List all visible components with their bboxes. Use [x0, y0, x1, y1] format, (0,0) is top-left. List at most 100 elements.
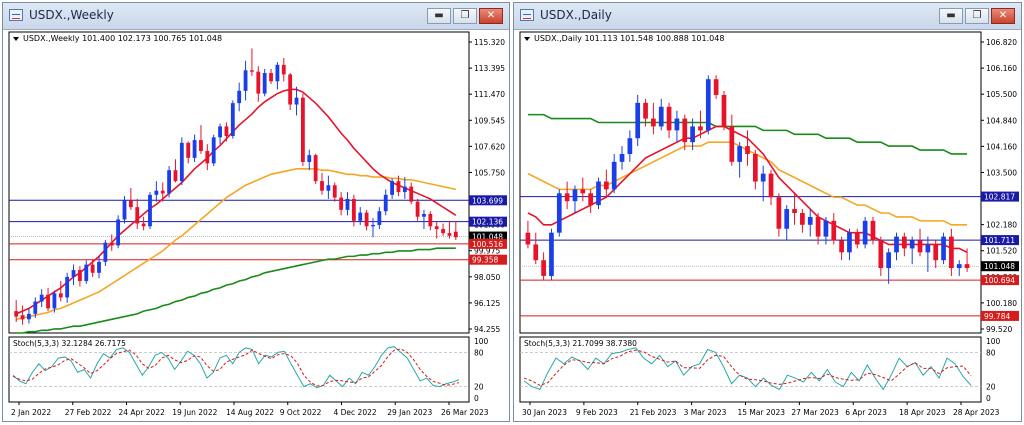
level-tag-label: 100.516 [472, 240, 503, 249]
date-tick-label: 27 Mar 2023 [791, 408, 839, 417]
candle-body [128, 200, 133, 208]
date-tick-label: 14 Aug 2022 [226, 408, 274, 417]
candle-body [580, 189, 586, 194]
stoch-main-line [12, 346, 460, 389]
level-tag-label: 99.358 [472, 256, 498, 265]
chart-window-icon [9, 9, 23, 21]
level-tag-label: 99.784 [984, 312, 1010, 321]
candle-body [199, 140, 203, 152]
candle-body [33, 301, 38, 314]
candle-body [116, 219, 121, 246]
stoch-signal-line [523, 349, 972, 387]
candle-body [224, 126, 229, 136]
close-button[interactable]: ✕ [479, 8, 503, 24]
candle-body [854, 232, 860, 245]
candle-body [596, 181, 601, 206]
level-tag-label: 103.699 [472, 196, 503, 205]
candle-body [651, 118, 656, 127]
stoch-pane [8, 336, 470, 403]
candle-body [154, 190, 159, 195]
candle-body [886, 252, 892, 269]
current-price-tag [981, 261, 1019, 272]
stoch-tick-label: 20 [474, 383, 484, 392]
candle-body [415, 201, 420, 217]
candle-body [674, 118, 680, 131]
candle-body [807, 216, 813, 225]
date-tick-label: 29 Jan 2023 [387, 408, 432, 417]
candle-body [14, 311, 19, 317]
price-tick-label: 106.160 [986, 64, 1017, 73]
candle-body [941, 236, 946, 261]
restore-button[interactable]: ❐ [965, 8, 989, 24]
level-tag [981, 310, 1019, 321]
candle-body [800, 212, 805, 225]
candle-body [396, 181, 401, 193]
candle-body [453, 231, 458, 238]
minimize-button[interactable]: ▬ [939, 8, 963, 24]
candle-body [549, 232, 554, 276]
weekly-chart[interactable]: 115.320 113.395 111.470 109.545 107.620 105.7… [3, 29, 509, 421]
chart-window-icon [520, 9, 534, 21]
price-tick-label: 104.160 [986, 142, 1017, 151]
candle-body [148, 194, 152, 227]
minimize-button[interactable]: ▬ [427, 8, 451, 24]
date-tick-label: 19 Jun 2022 [172, 408, 217, 417]
date-tick-label: 9 Feb 2023 [576, 408, 618, 417]
candle-body [358, 212, 363, 221]
close-button[interactable]: ✕ [991, 8, 1015, 24]
candle-body [643, 102, 648, 119]
candle-body [269, 73, 273, 82]
weekly-titlebar[interactable]: USDX.,Weekly ▬ ❐ ✕ [3, 3, 509, 30]
candle-body [909, 240, 915, 249]
date-tick-label: 21 Feb 2023 [630, 408, 677, 417]
candle-body [768, 173, 774, 198]
restore-button[interactable]: ❐ [453, 8, 477, 24]
stoch-tick-label: 100 [474, 337, 489, 346]
candle-body [784, 209, 790, 229]
candle-body [627, 138, 633, 154]
candle-body [721, 94, 727, 127]
candle-body [666, 106, 672, 131]
candle-body [294, 97, 299, 105]
candle-body [925, 244, 931, 253]
candle-body [901, 236, 907, 249]
candle-body [281, 64, 286, 75]
level-tag [469, 254, 507, 265]
daily-titlebar[interactable]: USDX.,Daily ▬ ❐ ✕ [514, 3, 1021, 30]
stoch-main-line [523, 347, 972, 391]
chart-header-text: USDX.,Weekly 101.400 102.173 100.765 101… [23, 34, 222, 43]
stoch-tick-label: 100 [986, 337, 1001, 346]
price-tick-label: 111.470 [474, 90, 505, 99]
stoch-tick-label: 80 [986, 348, 996, 357]
daily-chart-window[interactable]: USDX.,Daily ▬ ❐ ✕ 106.820 106.160 105.500 1… [513, 2, 1022, 422]
current-price-tag [469, 231, 507, 242]
ma-slow-line [527, 113, 968, 155]
date-tick-label: 9 Oct 2022 [280, 408, 322, 417]
candle-body [109, 242, 114, 246]
price-tick-label: 101.520 [986, 247, 1017, 256]
weekly-chart-window[interactable]: USDX.,Weekly ▬ ❐ ✕ 115.320 113.395 111.470… [2, 2, 510, 422]
candle-body [192, 140, 197, 158]
candle-body [20, 315, 25, 320]
daily-chart[interactable]: 106.820 106.160 105.500 104.840 104.160 103.5… [514, 29, 1021, 421]
level-tag [981, 191, 1019, 202]
candle-body [658, 106, 664, 127]
candle-body [97, 261, 101, 273]
candle-body [409, 186, 414, 202]
price-tick-label: 103.500 [986, 168, 1017, 177]
candle-body [847, 232, 852, 253]
candle-body [682, 118, 688, 143]
price-tick-label: 109.545 [474, 116, 505, 125]
candle-body [964, 264, 970, 269]
candle-body [752, 153, 758, 182]
date-tick-label: 27 Feb 2022 [65, 408, 112, 417]
date-tick-label: 2 Jan 2022 [11, 408, 51, 417]
candle-body [90, 264, 95, 273]
candle-body [776, 197, 782, 229]
candle-body [698, 126, 703, 131]
candle-body [831, 220, 837, 241]
level-tag-label: 102.817 [984, 193, 1015, 202]
candle-body [556, 193, 562, 233]
candle-body [77, 270, 82, 282]
price-tick-label: 113.395 [474, 64, 505, 73]
